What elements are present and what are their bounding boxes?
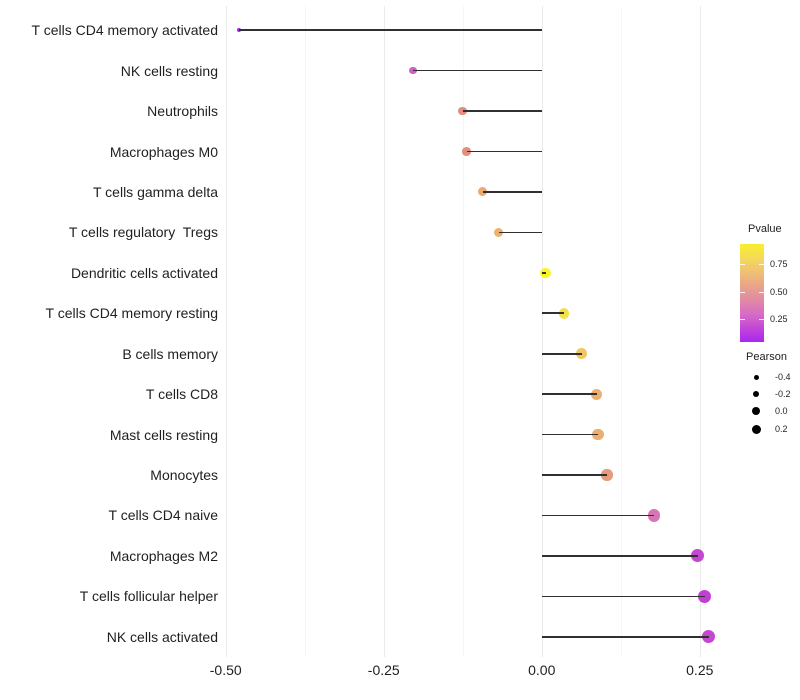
- category-label: NK cells resting: [120, 62, 218, 79]
- colorbar-tick: [759, 292, 764, 293]
- lollipop-stem: [541, 272, 546, 274]
- data-point-dot: [558, 308, 570, 319]
- category-label: T cells follicular helper: [79, 588, 218, 605]
- data-point-dot: [462, 147, 471, 156]
- x-tick-label: -0.25: [367, 662, 400, 678]
- data-point-dot: [698, 589, 712, 603]
- category-label: NK cells activated: [106, 628, 218, 645]
- category-label: B cells memory: [122, 345, 218, 362]
- category-label: T cells CD4 memory resting: [45, 305, 218, 322]
- colorbar-tick-label: 0.25: [770, 314, 788, 324]
- data-point-dot: [647, 509, 660, 522]
- gridline-minor: [620, 6, 622, 657]
- pearson-legend-circle: [753, 374, 759, 380]
- colorbar-tick-label: 0.75: [770, 259, 788, 269]
- lollipop-stem: [541, 555, 698, 557]
- lollipop-stem: [541, 352, 582, 355]
- data-point-dot: [601, 469, 613, 481]
- pearson-legend-label: 0.0: [775, 406, 788, 416]
- colorbar-tick: [740, 292, 745, 293]
- category-label: T cells gamma delta: [92, 183, 218, 200]
- data-point-dot: [701, 630, 716, 644]
- lollipop-stem: [412, 69, 542, 72]
- lollipop-stem: [541, 433, 598, 436]
- x-tick-label: -0.50: [209, 662, 242, 678]
- pearson-legend-circle: [752, 407, 760, 415]
- colorbar-tick: [740, 264, 745, 265]
- category-label: T cells CD4 memory activated: [31, 22, 218, 39]
- gridline-major: [699, 6, 701, 657]
- gridline-minor: [462, 6, 464, 657]
- category-label: Macrophages M0: [109, 143, 218, 160]
- lollipop-stem: [239, 29, 542, 31]
- category-label: Mast cells resting: [109, 426, 218, 443]
- plot-area: [215, 6, 732, 657]
- lollipop-stem: [541, 595, 705, 598]
- gridline-major: [225, 6, 227, 657]
- lollipop-stem: [466, 150, 542, 153]
- pearson-legend-label: 0.2: [775, 424, 788, 434]
- data-point-dot: [591, 388, 603, 400]
- colorbar-tick: [759, 319, 764, 320]
- category-label: T cells CD4 naive: [108, 507, 218, 524]
- colorbar-tick: [740, 319, 745, 320]
- lollipop-stem: [541, 474, 607, 476]
- category-label: Macrophages M2: [109, 547, 218, 564]
- category-label: Monocytes: [150, 467, 218, 484]
- pearson-legend-label: -0.2: [775, 389, 791, 399]
- lollipop-stem: [541, 393, 597, 395]
- data-point-dot: [576, 348, 587, 360]
- lollipop-stem: [482, 191, 542, 193]
- gridline-major: [541, 6, 543, 657]
- category-label: Dendritic cells activated: [70, 264, 218, 281]
- data-point-dot: [236, 28, 242, 33]
- data-point-dot: [592, 429, 604, 441]
- data-point-dot: [478, 187, 488, 197]
- category-label: Neutrophils: [147, 103, 218, 120]
- pearson-legend-label: -0.4: [775, 372, 791, 382]
- lollipop-stem: [541, 514, 654, 517]
- pearson-legend-circle: [752, 390, 760, 398]
- lollipop-stem: [541, 635, 709, 638]
- lollipop-stem: [462, 110, 542, 112]
- lollipop-stem: [498, 231, 542, 234]
- gridline-major: [383, 6, 385, 657]
- lollipop-stem: [541, 312, 564, 315]
- pvalue-colorbar-gradient: [740, 244, 764, 342]
- data-point-dot: [458, 106, 468, 116]
- x-tick-label: 0.00: [528, 662, 556, 678]
- pearson-legend-circle: [751, 424, 761, 434]
- gridline-minor: [304, 6, 306, 657]
- category-label: T cells CD8: [145, 386, 218, 403]
- legend-pearson-title: Pearson: [746, 351, 787, 363]
- data-point-dot: [691, 549, 705, 563]
- colorbar-tick: [759, 264, 764, 265]
- legend-pvalue-title: Pvalue: [748, 223, 782, 235]
- category-label: T cells regulatory Tregs: [68, 224, 218, 241]
- colorbar-tick-label: 0.50: [770, 287, 788, 297]
- data-point-dot: [540, 267, 551, 278]
- x-tick-label: 0.25: [686, 662, 714, 678]
